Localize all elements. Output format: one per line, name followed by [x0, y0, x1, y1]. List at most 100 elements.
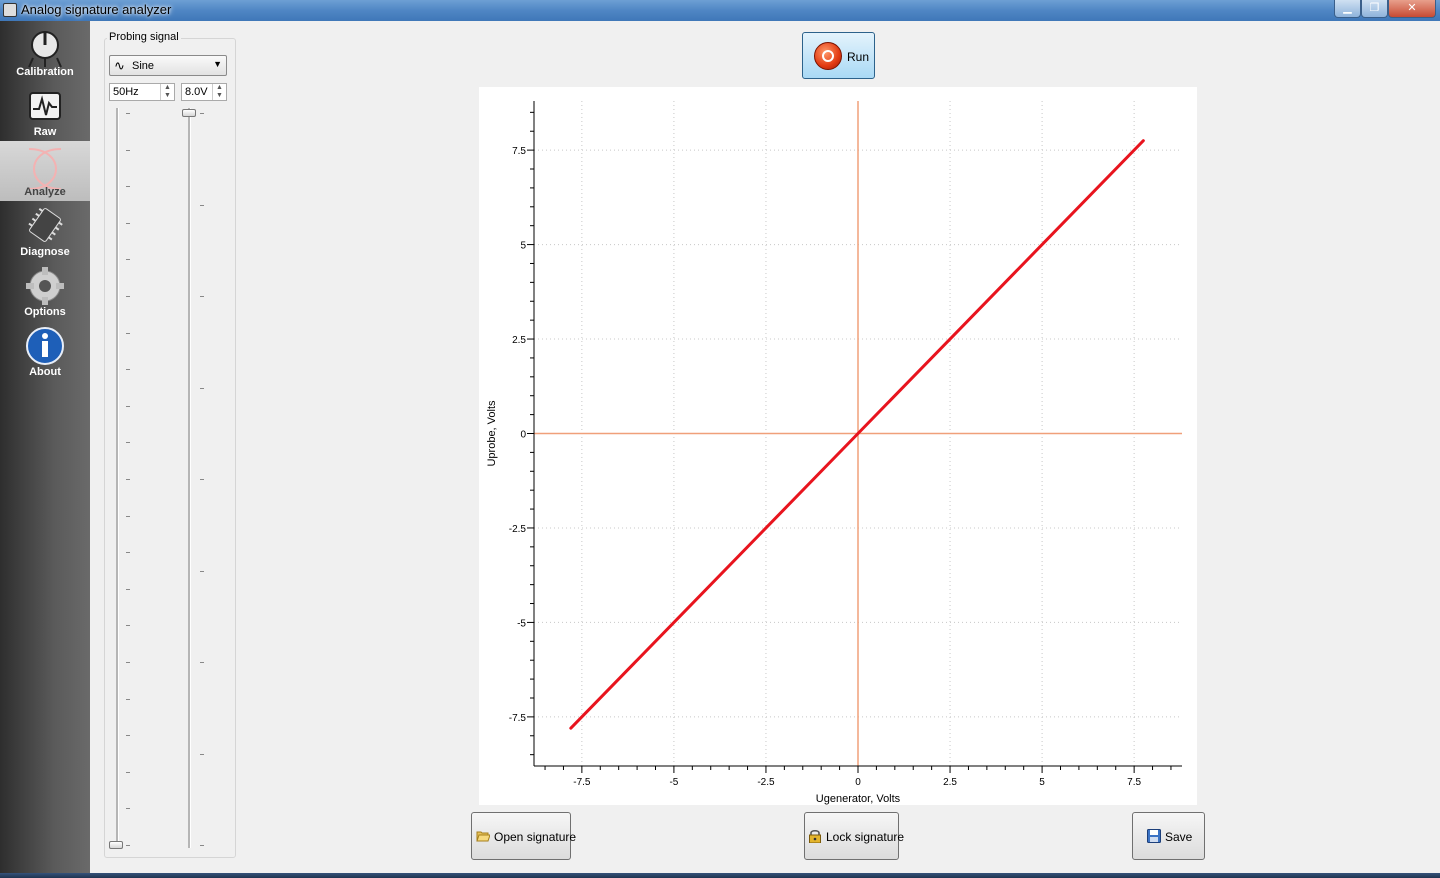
folder-open-icon [476, 831, 490, 842]
sidebar-item-diagnose[interactable]: Diagnose [0, 201, 90, 261]
run-button[interactable]: Run [802, 32, 875, 79]
close-button[interactable]: ✕ [1388, 0, 1436, 18]
frequency-slider-tick [126, 186, 130, 188]
frequency-slider-tick [126, 588, 130, 590]
chip-icon [28, 207, 63, 242]
spin-arrows-icon[interactable]: ▲ ▼ [212, 84, 226, 100]
close-icon: ✕ [1407, 2, 1417, 14]
save-button[interactable]: Save [1132, 812, 1205, 860]
gear-icon [26, 267, 64, 305]
run-label: Run [847, 50, 870, 64]
voltage-slider-handle[interactable] [182, 109, 196, 117]
sidebar-item-raw[interactable]: Raw [0, 81, 90, 141]
probing-signal-frame [104, 38, 236, 858]
x-tick-label: -5 [669, 777, 678, 788]
voltage-slider[interactable] [188, 108, 191, 848]
voltage-slider-tick [200, 113, 204, 114]
info-icon [26, 327, 64, 365]
x-tick-label: -7.5 [573, 777, 591, 788]
voltage-slider-tick [200, 387, 204, 389]
x-axis-label: Ugenerator, Volts [816, 793, 901, 805]
app-icon [3, 3, 17, 17]
probing-signal-title: Probing signal [107, 31, 181, 43]
frequency-slider-tick [126, 515, 130, 517]
taskbar [0, 873, 1440, 878]
voltage-slider-tick [200, 296, 204, 297]
waveform-value: Sine [132, 60, 155, 72]
y-axis-label: Uprobe, Volts [486, 400, 498, 467]
x-tick-label: 7.5 [1127, 777, 1141, 788]
sidebar-item-label: Analyze [24, 186, 66, 198]
sidebar: Calibration Raw Analyze [0, 21, 90, 873]
sidebar-item-analyze[interactable]: Analyze [0, 141, 90, 201]
y-tick-label: 2.5 [512, 335, 526, 346]
raw-signal-icon [29, 92, 61, 120]
x-tick-label: 2.5 [943, 777, 957, 788]
frequency-slider-tick [126, 479, 130, 480]
y-tick-label: 5 [520, 241, 526, 252]
maximize-button[interactable]: ❐ [1361, 0, 1388, 18]
open-signature-button[interactable]: Open signature [471, 812, 576, 860]
sidebar-item-options[interactable]: Options [0, 261, 90, 321]
frequency-slider-handle[interactable] [109, 841, 123, 849]
window-title: Analog signature analyzer [21, 2, 172, 17]
voltage-slider-tick [200, 570, 204, 572]
save-label: Save [1165, 830, 1193, 844]
frequency-spinbox[interactable]: 50Hz ▲ ▼ [109, 83, 175, 101]
voltage-slider-tick [200, 845, 204, 846]
frequency-slider-tick [126, 662, 130, 663]
frequency-slider-tick [126, 552, 130, 554]
voltage-slider-tick [200, 204, 204, 206]
frequency-value: 50Hz [113, 86, 139, 98]
frequency-slider-tick [126, 405, 130, 407]
sidebar-item-label: Calibration [16, 66, 74, 78]
sidebar-item-label: Options [24, 306, 66, 318]
calibration-icon [28, 31, 62, 68]
y-tick-label: -2.5 [509, 524, 527, 535]
lock-signature-label: Lock signature [826, 830, 905, 844]
spin-arrows-icon[interactable]: ▲ ▼ [160, 84, 174, 100]
frequency-slider-tick [126, 259, 130, 261]
frequency-slider-tick [126, 332, 130, 334]
sidebar-item-label: About [29, 366, 61, 378]
signature-chart: -7.5 -5 -2.5 0 2.5 5 7.5 -7.5 -5 -2.5 0 2.5 5 7.5 Ugen… [486, 101, 1182, 805]
frequency-slider-tick [126, 113, 130, 114]
x-tick-label: 5 [1039, 777, 1045, 788]
voltage-value: 8.0V [185, 86, 208, 98]
frequency-slider-tick [126, 698, 130, 700]
y-tick-label: -5 [517, 618, 526, 629]
probing-signal-panel: Probing signal ∿ Sine ▼ 50Hz ▲ ▼ 8.0V ▲ ▼ [98, 28, 238, 860]
restore-icon: ❐ [1369, 2, 1380, 14]
frequency-slider-tick [126, 808, 130, 810]
frequency-slider-tick [126, 735, 130, 737]
run-icon [814, 42, 842, 70]
frequency-slider-tick [126, 845, 130, 846]
frequency-slider-tick [126, 625, 130, 627]
waveform-select[interactable]: ∿ Sine ▼ [109, 55, 227, 76]
voltage-spinbox[interactable]: 8.0V ▲ ▼ [181, 83, 227, 101]
signature-trace [569, 139, 1145, 730]
floppy-disk-icon [1147, 829, 1161, 843]
chevron-down-icon: ▼ [213, 59, 222, 69]
minimize-button[interactable]: ▁ [1334, 0, 1361, 18]
analyze-icon [28, 148, 62, 189]
frequency-slider[interactable] [116, 108, 119, 848]
lock-icon [809, 829, 821, 843]
title-bar: Analog signature analyzer ▁ ❐ ✕ [0, 0, 1440, 21]
voltage-slider-tick [200, 753, 204, 755]
frequency-slider-tick [126, 771, 130, 773]
open-signature-label: Open signature [494, 830, 577, 844]
frequency-slider-tick [126, 222, 130, 224]
sidebar-item-calibration[interactable]: Calibration [0, 21, 90, 81]
frequency-slider-tick [126, 442, 130, 444]
sidebar-item-about[interactable]: About [0, 321, 90, 381]
lock-signature-button[interactable]: Lock signature [804, 812, 904, 860]
y-tick-label: -7.5 [509, 713, 527, 724]
minimize-icon: ▁ [1343, 2, 1352, 14]
voltage-slider-tick [200, 479, 204, 480]
voltage-slider-tick [200, 662, 204, 663]
signature-plot: -7.5 -5 -2.5 0 2.5 5 7.5 -7.5 -5 -2.5 0 2.5 5 7.5 Ugen… [479, 87, 1197, 805]
frequency-slider-tick [126, 149, 130, 151]
frequency-slider-tick [126, 296, 130, 297]
sidebar-item-label: Diagnose [20, 246, 70, 258]
